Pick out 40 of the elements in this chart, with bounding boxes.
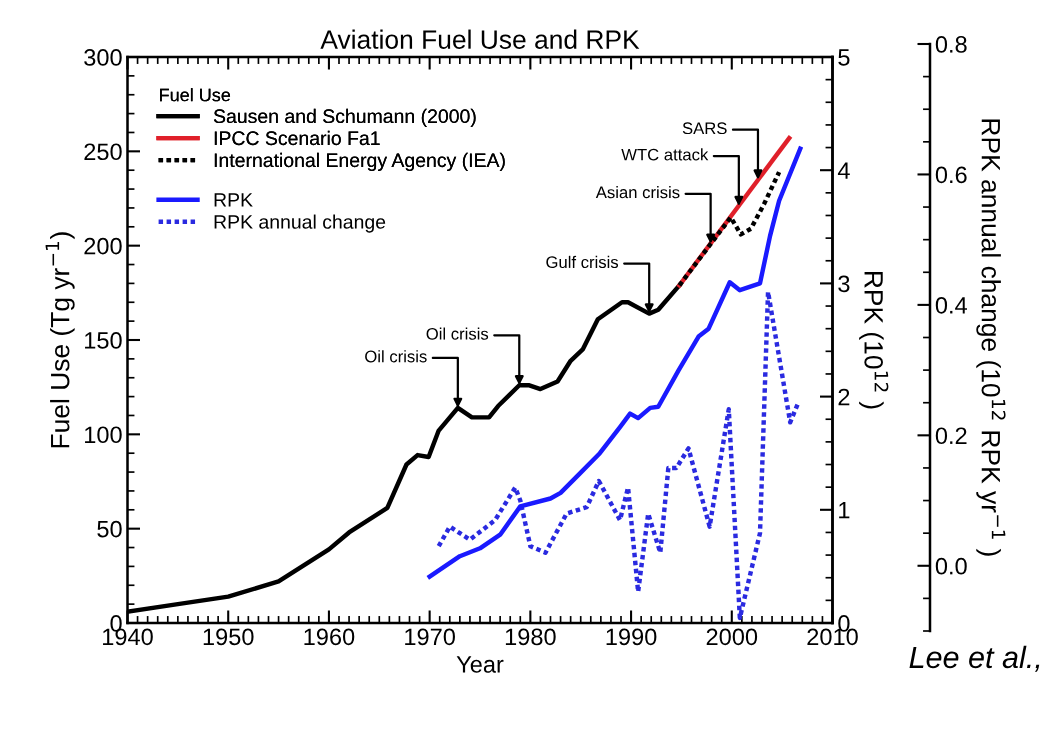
legend-title: Fuel Use	[160, 88, 231, 102]
annotation: Oil crisis	[426, 327, 489, 340]
text: Lee et al.,	[909, 645, 1040, 672]
annotation: Oil crisis	[365, 350, 427, 363]
annotation: SARS	[682, 122, 727, 135]
y-tick-label: 250	[84, 143, 122, 161]
annotation: Gulf crisis	[546, 255, 619, 269]
chart-title: Aviation Fuel Use and RPK	[320, 29, 640, 49]
annotation: WTC attack	[621, 148, 709, 161]
y3-tick-label: 0.2	[935, 427, 967, 445]
x-tick-label: 1970	[405, 628, 455, 646]
y3-tick-label: 0.0	[935, 557, 967, 575]
x-axis-title: Year	[456, 656, 504, 673]
y2-tick-label: 1	[839, 502, 850, 519]
legend-label: RPK	[214, 193, 253, 207]
y3-tick-label: 0.8	[935, 36, 967, 53]
y2-tick-label: 5	[838, 49, 850, 66]
y3-axis-title: RPK annual change (10$^{12}$ RPK yr$^{−1}$ )	[976, 119, 1006, 556]
legend-label: International Energy Agency (IEA)	[214, 152, 505, 171]
y2-tick-label: 4	[837, 162, 850, 179]
y2-tick-label: 3	[838, 275, 850, 293]
y3-tick-label: 0.6	[935, 166, 967, 184]
y-tick-label: 200	[84, 237, 122, 255]
y-tick-label: 300	[84, 49, 122, 66]
y2-axis-title: RPK (10$^{12}$ )	[859, 271, 889, 409]
x-tick-label: 1990	[606, 628, 657, 646]
legend-label: Sausen and Schumann (2000)	[213, 108, 476, 127]
annotation: Asian crisis	[595, 186, 680, 199]
legend-label: RPK annual change	[214, 214, 386, 233]
y3-tick-label: 0.4	[935, 296, 967, 314]
y-tick-label: 100	[85, 426, 122, 444]
x-tick-label: 1950	[203, 628, 254, 646]
y2-tick-label: 2	[838, 388, 850, 406]
x-tick-label: 2000	[706, 628, 758, 646]
x-tick-label: 1980	[505, 628, 556, 646]
y-tick-label: 50	[97, 520, 122, 538]
y-tick-label: 150	[85, 332, 122, 349]
y-axis-title: Fuel Use (Tg yr$^{−1}$)	[45, 232, 75, 448]
x-tick-label: 1960	[304, 628, 355, 646]
legend-label: IPCC Scenario Fa1	[214, 130, 380, 146]
